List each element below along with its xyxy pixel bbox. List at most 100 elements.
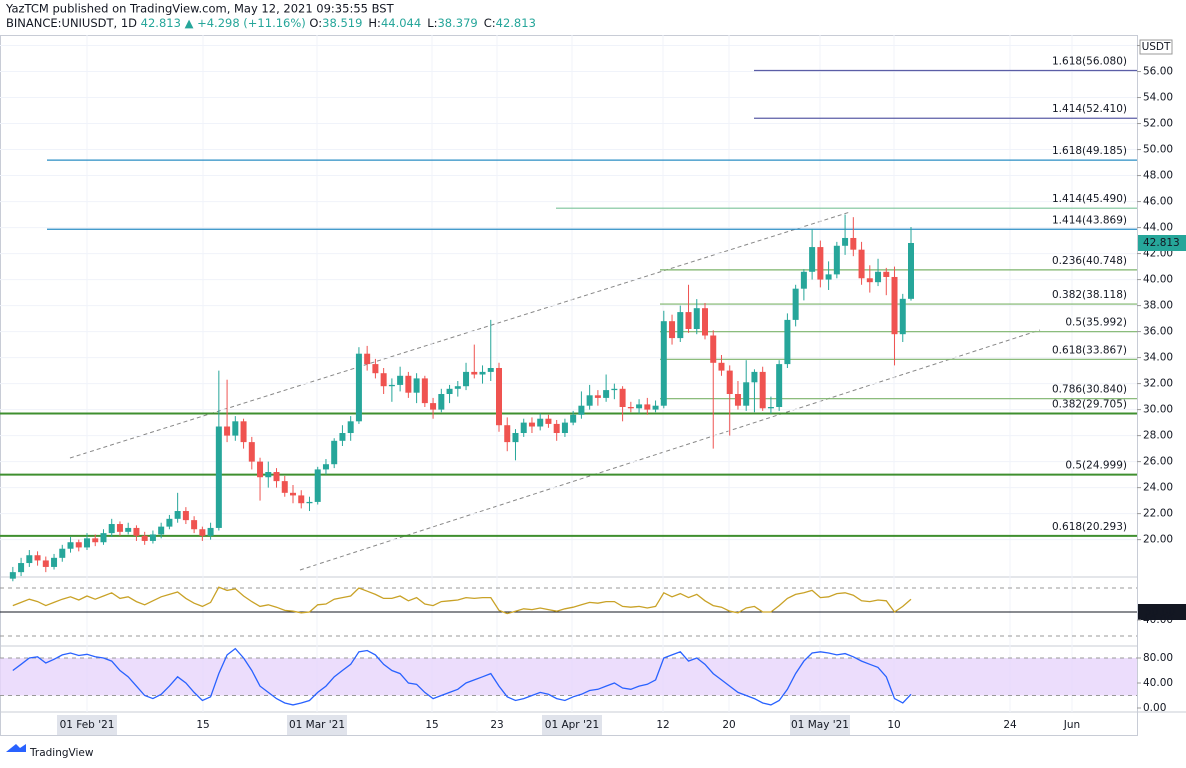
candle-body [215, 426, 222, 528]
candle-body [800, 271, 807, 289]
y-tick-label: 20.00 [1143, 534, 1173, 546]
fib-label: 0.382(38.118) [1052, 289, 1127, 301]
candle-body [199, 529, 206, 536]
fib-label: 0.618(20.293) [1052, 521, 1127, 533]
candle-body [759, 371, 766, 409]
candle-body [677, 312, 684, 339]
candle-body [817, 247, 824, 280]
frame [0, 35, 1138, 736]
candle-body [636, 404, 643, 409]
y-tick-label: 54.00 [1143, 92, 1173, 104]
y-tick-label: 38.00 [1143, 300, 1173, 312]
fib-label: 0.236(40.748) [1052, 255, 1127, 267]
candle-body [413, 378, 420, 393]
y-tick-label: 34.00 [1143, 352, 1173, 364]
candle-body [710, 335, 717, 363]
candle-body [67, 542, 74, 549]
candle-body [372, 364, 379, 374]
candle-body [594, 395, 601, 398]
rsi-line [12, 586, 912, 615]
candle-body [718, 362, 725, 371]
candle-body [784, 319, 791, 365]
candle-body [248, 442, 255, 462]
candle-body [290, 492, 296, 496]
candle-body [34, 555, 41, 561]
stoch-line [12, 647, 912, 706]
candle-body [842, 237, 849, 246]
x-tick-label: 12 [656, 719, 669, 731]
change: +4.298 (+11.16%) [197, 16, 306, 30]
candle-body [685, 312, 692, 329]
candle-body [792, 288, 799, 320]
x-tick-label: 23 [490, 719, 503, 731]
fib-label: 1.618(56.080) [1052, 55, 1127, 67]
arrow: ▲ [185, 16, 194, 30]
candle-body [380, 373, 387, 387]
candle-body [108, 524, 115, 534]
candle-body [767, 407, 774, 409]
candle-body [496, 367, 502, 426]
candle-body [471, 371, 478, 375]
candle-body [92, 538, 99, 543]
x-label-box [542, 715, 602, 735]
candle-body [42, 560, 49, 567]
y-tick-label: 40.00 [1143, 614, 1173, 626]
candle-body [487, 367, 494, 372]
fib-label: 0.382(29.705) [1052, 398, 1127, 410]
candle-body [743, 382, 750, 406]
y-tick-label: 50.00 [1145, 606, 1175, 618]
candle-body [866, 278, 873, 283]
candle-body [298, 495, 305, 504]
y-tick-label: 52.00 [1143, 118, 1173, 130]
candle-body [570, 414, 577, 423]
y-tick-label: 24.00 [1143, 482, 1173, 494]
y-tick-label: 48.00 [1143, 170, 1173, 182]
candle-body [545, 418, 552, 424]
price-tag [1138, 235, 1186, 252]
candle-body [479, 371, 486, 375]
candle-body [116, 524, 123, 532]
currency: USDT [1142, 41, 1171, 53]
candle-body [578, 405, 585, 415]
candle-body [51, 557, 58, 567]
x-label-box [57, 715, 117, 735]
fib-label: 1.414(45.490) [1052, 193, 1127, 205]
ohlc-label: O: [309, 16, 322, 30]
candle-body [875, 271, 882, 283]
candle-body [158, 526, 165, 535]
candle-body [265, 472, 272, 478]
candle-body [702, 308, 708, 336]
ohlc-value: 38.519 [322, 16, 362, 30]
candle-body [281, 481, 288, 493]
candle-body [397, 375, 404, 385]
candle-body [26, 555, 33, 564]
candle-body [59, 548, 66, 558]
candle-body [891, 276, 898, 335]
fib-label: 0.5(24.999) [1065, 460, 1127, 472]
last-price: 42.813 [141, 16, 181, 30]
y-tick-label: 0.00 [1143, 702, 1166, 714]
ohlc: O:38.519 H:44.044 L:38.379 C:42.813 [309, 16, 535, 30]
candle-body [553, 423, 560, 434]
x-tick-label: Jun [1063, 719, 1080, 731]
candle-body [463, 371, 470, 387]
candle-body [504, 425, 511, 443]
y-tick-label: 30.00 [1143, 404, 1173, 416]
candle-body [273, 472, 280, 482]
candle-body [586, 395, 593, 406]
x-tick-label: 01 Mar '21 [289, 719, 345, 731]
candle-body [257, 461, 264, 478]
candle-body [322, 464, 329, 470]
y-tick-label: 50.00 [1143, 144, 1173, 156]
x-tick-label: 10 [887, 719, 900, 731]
x-label-box [790, 715, 850, 735]
ohlc-value: 44.044 [381, 16, 421, 30]
symbol-name: BINANCE:UNIUSDT, 1D [6, 16, 137, 30]
candle-body [9, 572, 16, 579]
y-tick-label: 44.00 [1143, 222, 1173, 234]
candle-body [776, 364, 783, 408]
candle-body [528, 422, 535, 427]
y-tick-label: 56.00 [1143, 66, 1173, 78]
fib-label: 0.5(35.992) [1065, 317, 1127, 329]
